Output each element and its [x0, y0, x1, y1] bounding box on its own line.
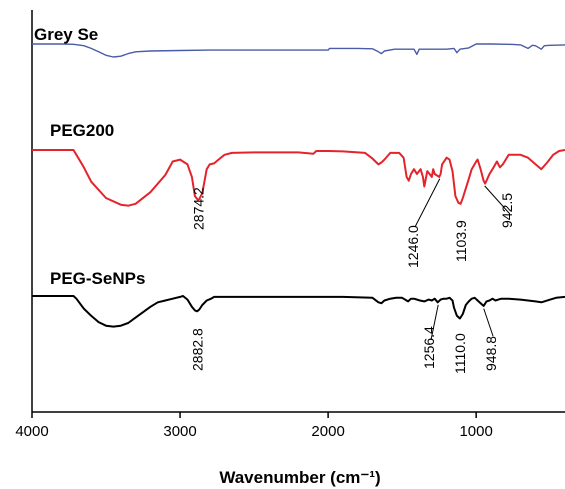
x-tick-label: 1000 [459, 423, 492, 440]
x-tick-label: 4000 [15, 423, 48, 440]
peak-leader-line [430, 304, 439, 341]
peak-label: 1110.0 [452, 333, 468, 374]
peak-leader-line [483, 308, 494, 337]
x-tick-label: 3000 [163, 423, 196, 440]
chart-axes: 4000 3000 2000 1000 [15, 10, 565, 440]
chart-series [32, 43, 565, 328]
peak-leader-line [484, 185, 510, 214]
peak-label: 1246.0 [405, 225, 421, 268]
peak-label: 948.8 [483, 336, 499, 371]
peak-label: 2882.8 [189, 328, 205, 371]
peak-label: 1103.9 [453, 220, 469, 262]
series-label: Grey Se [34, 25, 98, 44]
x-axis-title: Wavenumber (cm⁻¹) [219, 468, 380, 487]
chart-labels: Grey Se PEG200 PEG-SeNPs [34, 25, 145, 288]
series-label: PEG200 [50, 121, 114, 140]
peak-label: 1256.4 [421, 326, 437, 369]
peak-label: 942.5 [499, 193, 515, 228]
x-tick-label: 2000 [311, 423, 344, 440]
peak-label: 2874.2 [191, 187, 207, 230]
series-line-peg-senps [32, 295, 565, 328]
chart-annotations: 2874.2 1246.0 1103.9 942.5 2882.8 1256.4 1110.… [189, 178, 515, 374]
series-line-grey-se [32, 43, 565, 58]
series-label: PEG-SeNPs [50, 269, 145, 288]
peak-leader-line [414, 178, 441, 228]
series-line-peg200 [32, 149, 565, 207]
